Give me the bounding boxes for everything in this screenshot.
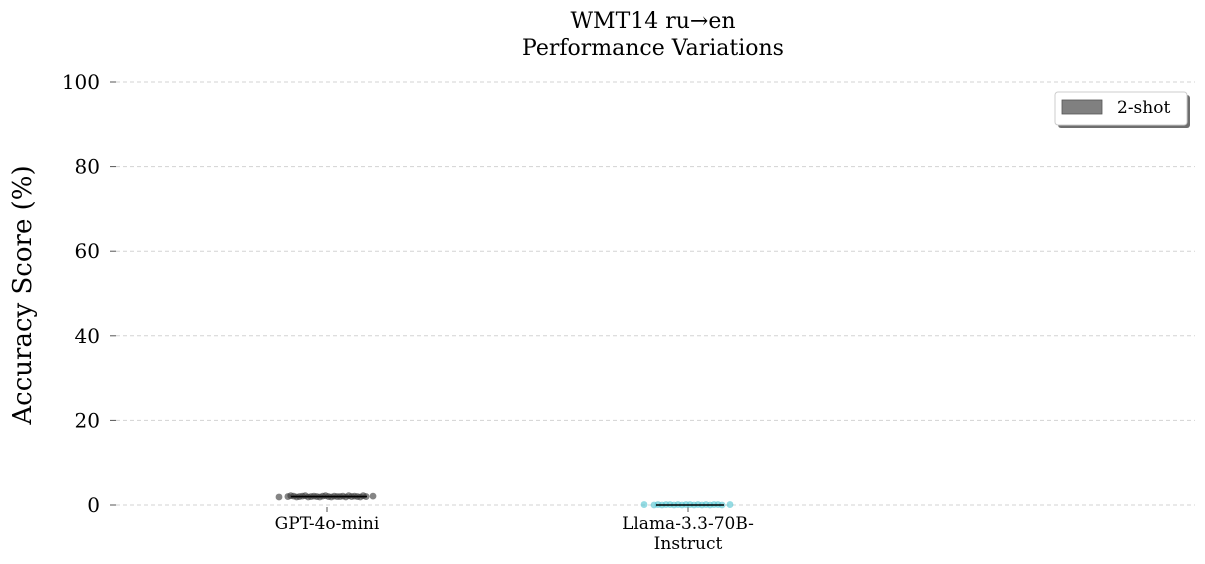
y-tick-label: 100	[62, 70, 100, 94]
x-axis-ticks: GPT-4o-mini Llama-3.3-70B-Instruct	[275, 507, 754, 554]
y-tick-label: 80	[75, 155, 100, 179]
data-point	[275, 493, 283, 501]
chart-title: WMT14 ru→en Performance Variations	[522, 9, 784, 61]
x-tick-label-line: Instruct	[654, 534, 723, 554]
data-point	[640, 501, 648, 508]
legend: 2-shot	[1054, 91, 1190, 128]
data-points	[275, 492, 734, 509]
x-tick-label: Llama-3.3-70B-Instruct	[622, 514, 754, 554]
y-axis-label: Accuracy Score (%)	[8, 165, 38, 425]
legend-label-2-shot: 2-shot	[1117, 98, 1170, 118]
x-tick-label-line: Llama-3.3-70B-	[622, 514, 754, 534]
y-tick-label: 0	[87, 493, 100, 517]
data-point	[726, 501, 734, 508]
y-tick-label: 20	[75, 408, 100, 432]
chart-title-line-1: WMT14 ru→en	[570, 9, 735, 34]
y-grid	[116, 81, 1195, 506]
data-point	[369, 492, 377, 500]
y-axis-ticks: 0 20 40 60 80 100	[62, 70, 116, 517]
y-tick-label: 40	[75, 324, 100, 348]
x-tick-label-line: GPT-4o-mini	[275, 514, 380, 534]
y-tick-label: 60	[75, 239, 100, 263]
chart-title-line-2: Performance Variations	[522, 36, 784, 61]
legend-swatch-2-shot	[1061, 99, 1103, 115]
x-tick-label: GPT-4o-mini	[275, 514, 380, 534]
